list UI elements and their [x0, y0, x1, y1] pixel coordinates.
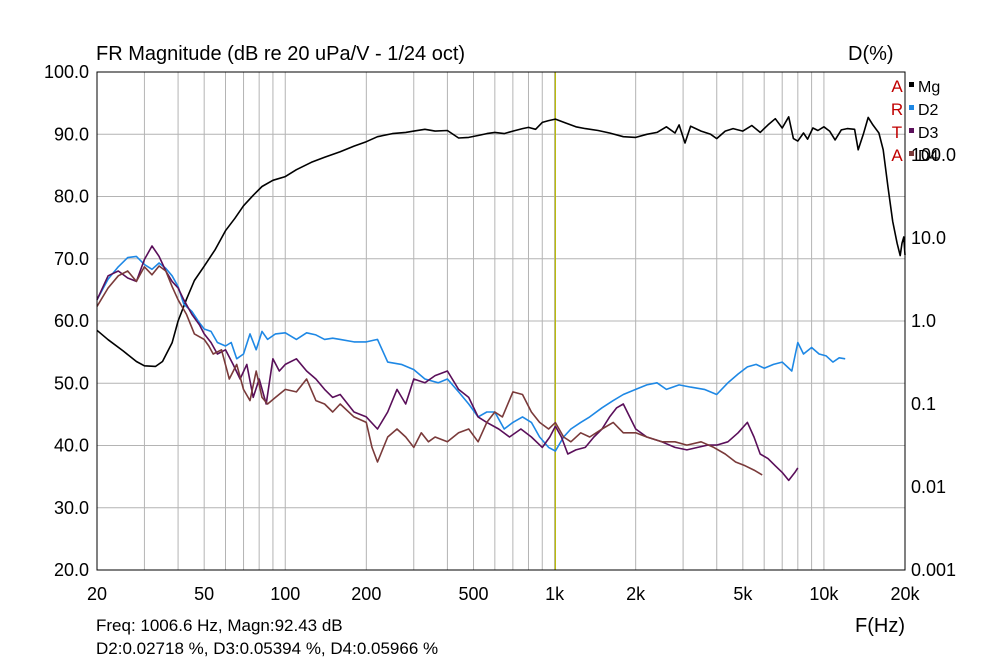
arta-watermark-letter: A	[891, 146, 903, 165]
arta-watermark-letter: R	[891, 100, 903, 119]
y2-tick-label: 1.0	[911, 311, 936, 331]
x-tick-label: 20	[87, 584, 107, 604]
grid-lines	[97, 72, 905, 570]
x-tick-label: 500	[458, 584, 488, 604]
tick-labels: 20 50 100 200 500 1k 2k 5k 10k 20k 100.0 90.0 80.0 70…	[44, 62, 956, 604]
y2-tick-label: 0.01	[911, 477, 946, 497]
x-tick-label: 5k	[733, 584, 753, 604]
chart-title: FR Magnitude (dB re 20 uPa/V - 1/24 oct)	[96, 43, 465, 65]
legend-swatch-mg	[909, 82, 914, 87]
series-line-d4	[96, 265, 763, 476]
y-tick-label: 90.0	[54, 124, 89, 144]
legend-label-d3: D3	[918, 125, 939, 142]
plot-frame	[96, 71, 906, 571]
right-axis-title: D(%)	[848, 43, 894, 65]
y-tick-label: 80.0	[54, 187, 89, 207]
y-tick-label: 60.0	[54, 311, 89, 331]
arta-watermark-letter: T	[892, 123, 902, 142]
legend-swatch-d3	[909, 128, 914, 133]
series-layer	[96, 116, 906, 482]
x-tick-label: 100	[270, 584, 300, 604]
series-line-d2	[96, 255, 846, 452]
cursor-readout-line2: D2:0.02718 %, D3:0.05394 %, D4:0.05966 %	[96, 639, 438, 658]
x-tick-label: 50	[194, 584, 214, 604]
y-tick-label: 100.0	[44, 62, 89, 82]
x-tick-label: 10k	[809, 584, 839, 604]
x-axis-label: F(Hz)	[855, 615, 905, 637]
series-line-mg	[96, 116, 906, 368]
y2-tick-label: 100.0	[911, 145, 956, 165]
y2-tick-label: 0.001	[911, 560, 956, 580]
legend-swatch-d4	[909, 151, 914, 156]
y-tick-label: 50.0	[54, 373, 89, 393]
legend-swatch-d2	[909, 105, 914, 110]
legend-label-d2: D2	[918, 102, 939, 119]
legend-label-mg: Mg	[918, 79, 940, 96]
x-tick-label: 1k	[545, 584, 565, 604]
x-tick-label: 200	[351, 584, 381, 604]
y-tick-label: 40.0	[54, 436, 89, 456]
y-tick-label: 70.0	[54, 249, 89, 269]
y2-tick-label: 10.0	[911, 228, 946, 248]
legend-label-d4: D4	[918, 148, 939, 165]
x-tick-label: 20k	[890, 584, 920, 604]
x-tick-label: 2k	[626, 584, 646, 604]
cursor-readout-line1: Freq: 1006.6 Hz, Magn:92.43 dB	[96, 616, 343, 635]
y-tick-label: 30.0	[54, 498, 89, 518]
y2-tick-label: 0.1	[911, 394, 936, 414]
series-line-d3	[96, 245, 799, 482]
arta-watermark-letter: A	[891, 77, 903, 96]
y-tick-label: 20.0	[54, 560, 89, 580]
